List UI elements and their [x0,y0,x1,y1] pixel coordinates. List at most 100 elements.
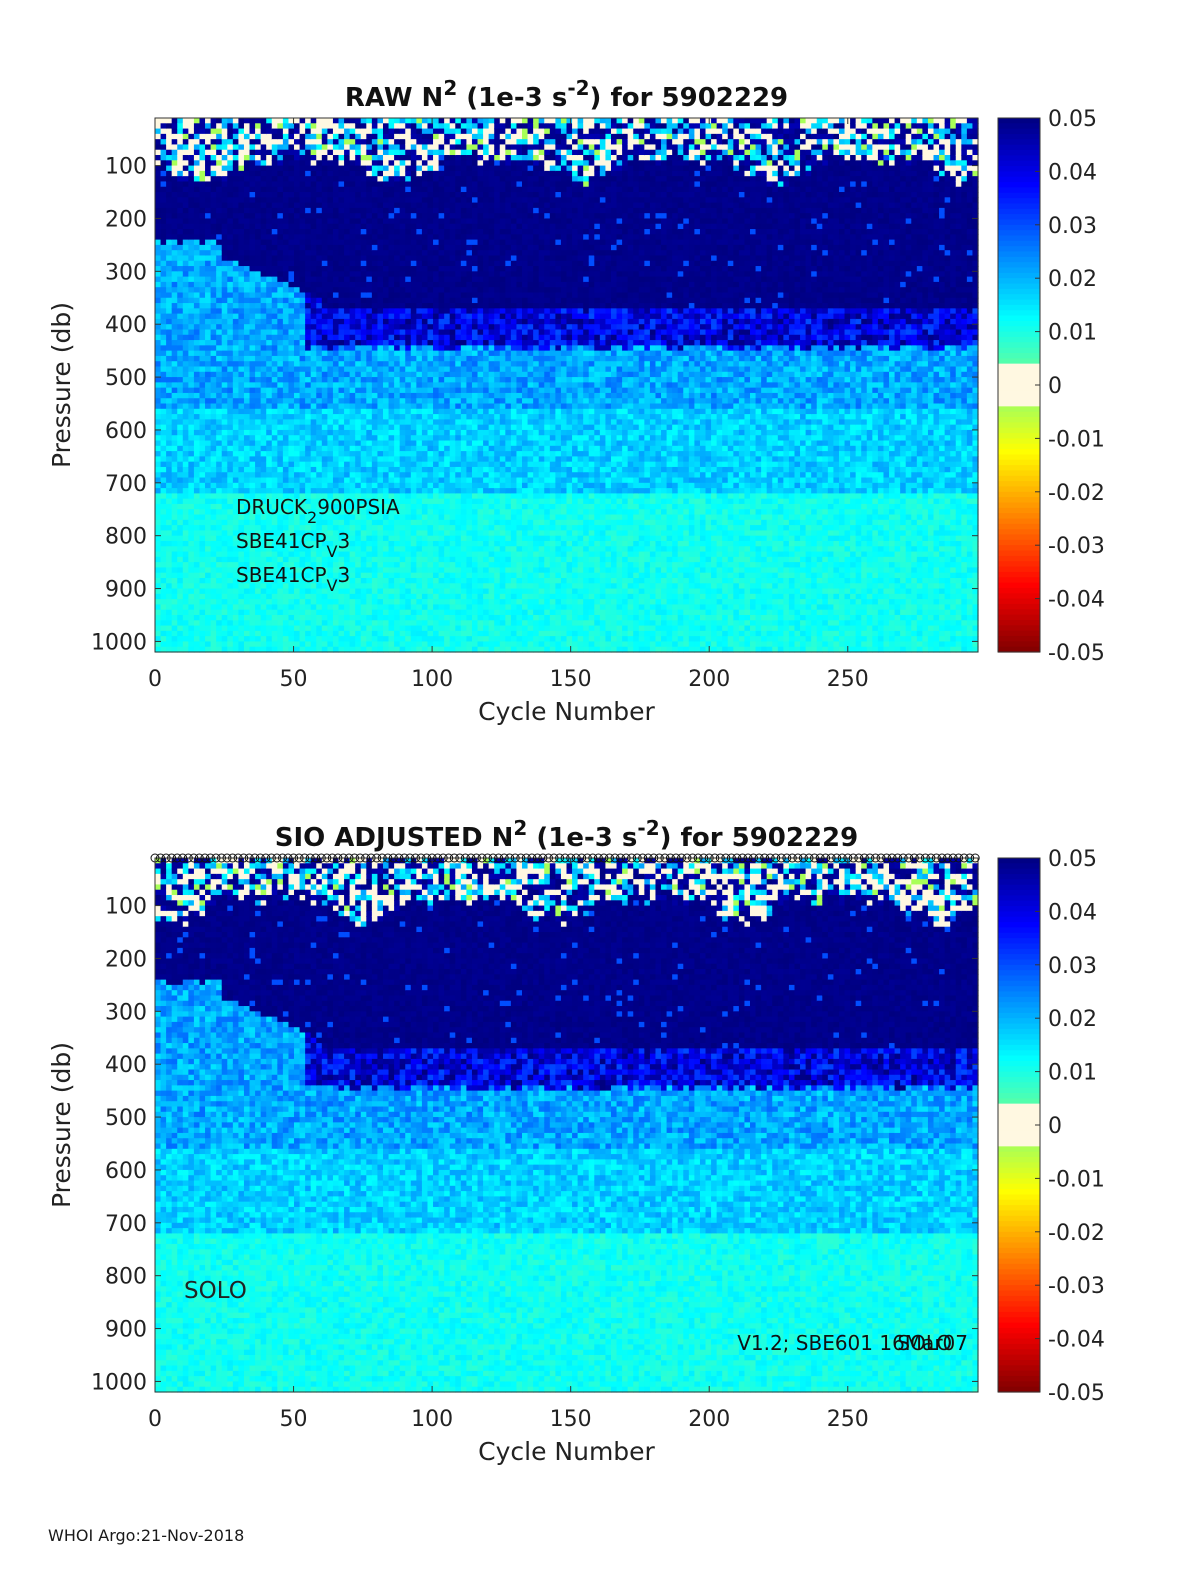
profile-marker [322,853,332,863]
profile-marker [765,853,775,863]
profile-marker [865,853,875,863]
profile-marker [749,853,758,863]
profile-marker [688,853,698,863]
x-tick-label: 250 [827,1407,869,1432]
colorbar-tick-label: 0.03 [1048,214,1097,239]
profile-marker [854,853,864,863]
profile-marker [959,853,969,863]
profile-marker [444,853,454,863]
chart-title: RAW N2 (1e-3 s-2) for 5902229 [345,76,788,113]
profile-markers [150,853,980,863]
profile-marker [278,853,287,863]
sensor-annotation: SBE41CPV3 [236,529,350,561]
y-tick-label: 100 [105,895,147,920]
profile-marker [776,853,786,863]
profile-marker [538,853,548,863]
profile-marker [471,853,481,863]
colorbar-tick-label: -0.03 [1048,534,1105,559]
profile-marker [300,853,310,863]
profile-marker [815,853,825,863]
profile-marker [399,853,409,863]
y-tick-label: 900 [105,578,147,603]
version-overlay-annotation: SOLO [897,1331,952,1355]
profile-marker [893,853,903,863]
colorbar-tick-label: -0.05 [1048,1381,1105,1406]
colorbar-tick-label: 0.04 [1048,900,1097,925]
profile-marker [582,853,592,863]
profile-marker [438,853,448,863]
y-tick-label: 800 [105,1265,147,1290]
colorbar [998,858,1040,1393]
sensor-annotation: DRUCK2900PSIA [236,495,400,527]
profile-marker [760,853,770,863]
colorbar-tick-label: -0.05 [1048,641,1105,666]
y-tick-label: 500 [105,366,147,391]
profile-marker [555,853,565,863]
profile-marker [311,853,321,863]
heatmap-field [155,858,979,1393]
profile-marker [754,853,764,863]
x-tick-label: 50 [280,667,308,692]
y-tick-label: 100 [105,155,147,180]
profile-marker [394,853,404,863]
profile-marker [516,853,526,863]
profile-marker [183,853,193,863]
profile-marker [671,853,681,863]
profile-marker [616,853,625,863]
profile-marker [621,853,631,863]
y-tick-label: 200 [105,947,147,972]
profile-marker [931,853,941,863]
profile-marker [411,853,420,863]
y-tick-label: 400 [105,313,147,338]
profile-marker [294,853,304,863]
profile-marker [305,853,315,863]
profile-marker [521,853,531,863]
profile-marker [571,853,581,863]
y-tick-label: 700 [105,472,147,497]
profile-marker [832,853,842,863]
profile-marker [649,853,659,863]
raw-n2-panel: RAW N2 (1e-3 s-2) for 5902229 0 50 100 150 20… [0,60,1200,800]
profile-marker [787,853,797,863]
profile-marker [477,853,487,863]
profile-marker [699,853,709,863]
colorbar-tick-label: -0.04 [1048,1328,1105,1353]
profile-marker [532,853,542,863]
profile-marker [798,853,808,863]
profile-marker [632,853,642,863]
float-type-label: SOLO [184,1278,247,1304]
profile-marker [882,853,892,863]
profile-marker [588,853,598,863]
profile-marker [272,853,282,863]
profile-marker [244,853,254,863]
profile-marker [660,853,670,863]
profile-marker [943,853,952,863]
profile-marker [327,853,337,863]
profile-marker [416,853,426,863]
profile-marker [333,853,343,863]
colorbar-tick-label: -0.01 [1048,427,1105,452]
profile-marker [560,853,570,863]
profile-marker [344,853,354,863]
colorbar-tick-label: 0 [1048,374,1062,399]
profile-marker [361,853,371,863]
profile-marker [915,853,925,863]
profile-marker [250,853,260,863]
profile-marker [405,853,415,863]
colorbar-tick-label: 0 [1048,1114,1062,1139]
profile-marker [599,853,609,863]
chart-title: SIO ADJUSTED N2 (1e-3 s-2) for 5902229 [275,816,859,853]
profile-marker [693,853,703,863]
profile-marker [826,853,836,863]
profile-marker [422,853,432,863]
profile-marker [433,853,443,863]
colorbar-tick-label: -0.01 [1048,1167,1105,1192]
profile-marker [228,853,238,863]
x-axis-label: Cycle Number [478,1437,655,1466]
profile-marker [388,853,398,863]
profile-marker [178,853,188,863]
x-axis-label: Cycle Number [478,697,655,726]
profile-marker [793,853,803,863]
y-axis-label: Pressure (db) [47,1042,76,1208]
profile-marker [172,853,182,863]
